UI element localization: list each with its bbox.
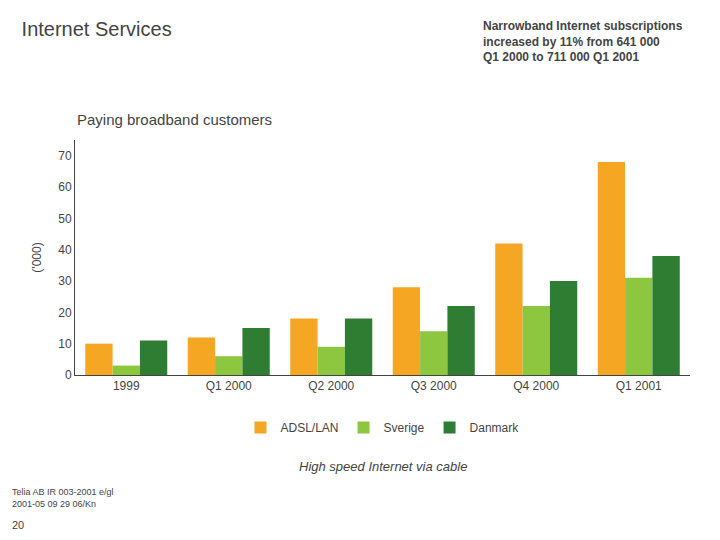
- svg-text:Danmark: Danmark: [470, 421, 520, 435]
- svg-text:Internet Services: Internet Services: [22, 18, 172, 40]
- svg-text:20: 20: [58, 306, 72, 320]
- svg-text:High speed Internet via cable: High speed Internet via cable: [299, 459, 467, 474]
- svg-text:40: 40: [58, 243, 72, 257]
- svg-text:Narrowband Internet subscripti: Narrowband Internet subscriptionsincreas…: [483, 19, 683, 64]
- svg-text:Q1 2000: Q1 2000: [206, 379, 252, 393]
- svg-text:('000): ('000): [30, 242, 44, 272]
- svg-text:30: 30: [58, 274, 72, 288]
- svg-text:Q4 2000: Q4 2000: [513, 379, 559, 393]
- svg-text:Q2 2000: Q2 2000: [308, 379, 354, 393]
- svg-text:Telia AB IR 003-2001 e/gl2001-: Telia AB IR 003-2001 e/gl2001-05 09 29 0…: [12, 487, 114, 509]
- svg-text:Q3 2000: Q3 2000: [411, 379, 457, 393]
- svg-text:10: 10: [58, 337, 72, 351]
- svg-text:ADSL/LAN: ADSL/LAN: [281, 421, 339, 435]
- svg-text:0: 0: [65, 368, 72, 382]
- svg-text:Sverige: Sverige: [384, 421, 425, 435]
- svg-text:50: 50: [58, 212, 72, 226]
- svg-text:70: 70: [58, 149, 72, 163]
- svg-text:Paying broadband customers: Paying broadband customers: [77, 111, 272, 128]
- svg-text:1999: 1999: [113, 379, 140, 393]
- svg-text:20: 20: [12, 519, 24, 531]
- svg-text:60: 60: [58, 180, 72, 194]
- svg-text:Q1 2001: Q1 2001: [616, 379, 662, 393]
